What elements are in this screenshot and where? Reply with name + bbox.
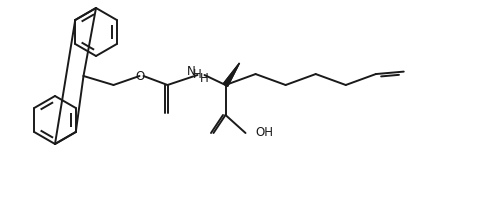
Polygon shape	[223, 63, 239, 86]
Text: O: O	[135, 69, 144, 83]
Polygon shape	[223, 63, 239, 86]
Text: N: N	[187, 65, 196, 78]
Text: H: H	[193, 68, 202, 82]
Text: H: H	[200, 72, 208, 85]
Text: OH: OH	[256, 126, 274, 140]
